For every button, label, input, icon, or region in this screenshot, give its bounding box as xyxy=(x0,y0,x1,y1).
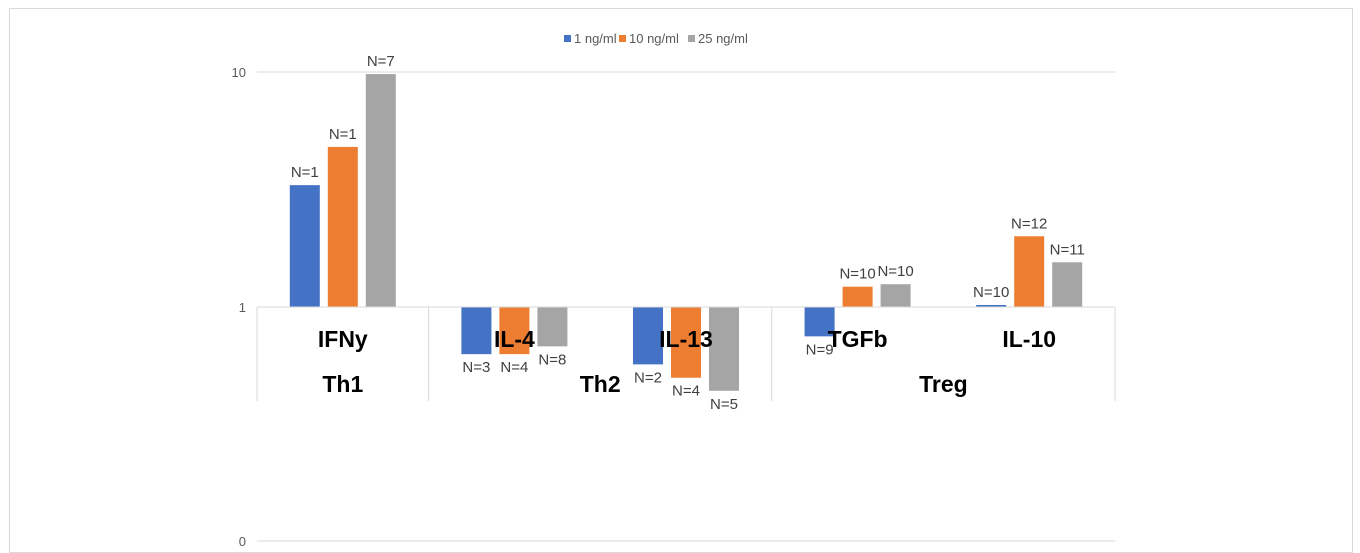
bar xyxy=(633,307,663,365)
category-label: TGFb xyxy=(828,326,888,352)
data-label: N=10 xyxy=(877,263,913,280)
bar xyxy=(327,146,358,307)
data-label: N=4 xyxy=(500,359,528,376)
group-label: Th1 xyxy=(322,371,363,397)
category-label: IL-13 xyxy=(659,326,713,352)
y-tick-label: 1 xyxy=(239,300,246,315)
category-axis-box xyxy=(256,306,1116,401)
legend-label: 10 ng/ml xyxy=(629,31,679,46)
y-tick-label: 0 xyxy=(239,534,246,549)
legend-label: 25 ng/ml xyxy=(698,31,748,46)
y-tick-label: 10 xyxy=(232,65,246,80)
category-label: IL-10 xyxy=(1002,326,1056,352)
data-label: N=3 xyxy=(462,359,490,376)
data-label: N=2 xyxy=(634,369,662,386)
data-label: N=12 xyxy=(1011,215,1047,232)
data-label: N=10 xyxy=(839,266,875,283)
bar xyxy=(976,304,1007,307)
category-label: IFNy xyxy=(318,326,368,352)
y-axis-ticks: 0 1 10 xyxy=(232,65,246,549)
data-label: N=11 xyxy=(1050,241,1085,258)
data-label: N=8 xyxy=(538,351,566,368)
bar xyxy=(365,74,396,307)
legend-swatch xyxy=(619,35,626,42)
data-label: N=1 xyxy=(329,126,357,143)
chart-frame: 0 1 10 N=1 N=1 N=7 N=3 N=4 N=8 N=2 N=4 N=5 N=9 N=10 N… xyxy=(9,8,1353,553)
category-labels: IFNy IL-4 IL-13 TGFb IL-10 Th1 Th2 Treg xyxy=(318,326,1056,397)
data-label: N=5 xyxy=(710,396,738,413)
gridlines xyxy=(257,71,1115,542)
bar xyxy=(537,307,568,347)
bar xyxy=(1052,262,1083,307)
data-label: N=1 xyxy=(291,164,319,181)
data-label: N=4 xyxy=(672,383,700,400)
category-label: IL-4 xyxy=(494,326,535,352)
legend: 1 ng/ml 10 ng/ml 25 ng/ml xyxy=(564,31,748,46)
bar xyxy=(289,185,320,307)
group-label: Th2 xyxy=(580,371,621,397)
bar xyxy=(880,284,911,307)
data-labels: N=1N=1N=7N=3 N=4 N=8N=2N=4N=5N=9N=10 N=10N=… xyxy=(291,53,1085,413)
bar xyxy=(461,307,492,355)
bar xyxy=(709,307,739,391)
data-label: N=7 xyxy=(367,53,395,70)
legend-swatch xyxy=(564,35,571,42)
bars xyxy=(289,74,1083,391)
bar xyxy=(804,307,835,337)
group-label: Treg xyxy=(919,371,968,397)
bar xyxy=(671,307,701,378)
bar xyxy=(499,307,530,355)
bar xyxy=(842,286,873,307)
data-label: N=9 xyxy=(806,341,834,358)
data-label: N=10 xyxy=(973,284,1009,301)
legend-swatch xyxy=(688,35,695,42)
legend-label: 1 ng/ml xyxy=(574,31,617,46)
bar xyxy=(1014,236,1045,307)
